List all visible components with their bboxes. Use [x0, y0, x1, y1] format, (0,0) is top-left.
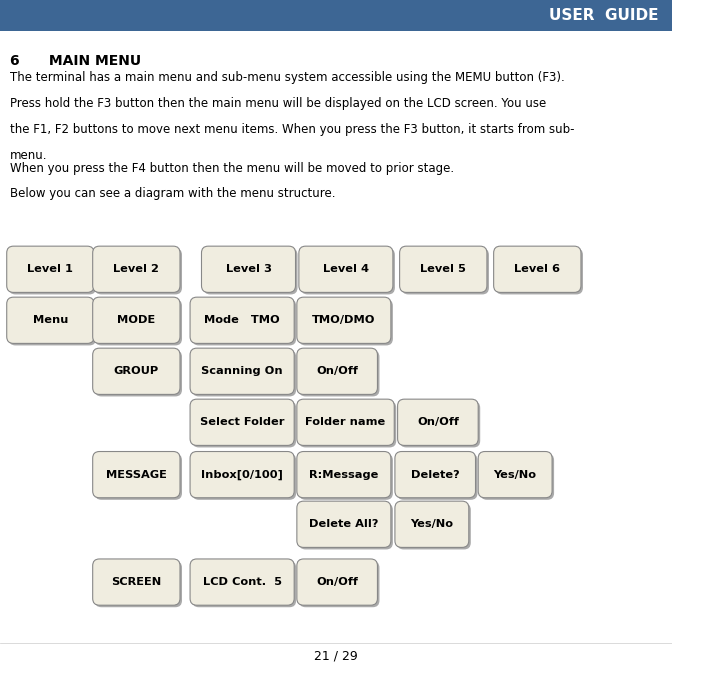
Text: 21 / 29: 21 / 29 [314, 649, 358, 663]
Text: the F1, F2 buttons to move next menu items. When you press the F3 button, it sta: the F1, F2 buttons to move next menu ite… [10, 123, 575, 136]
Text: SCREEN: SCREEN [111, 577, 161, 587]
FancyBboxPatch shape [93, 559, 180, 605]
FancyBboxPatch shape [192, 401, 297, 447]
Text: On/Off: On/Off [417, 418, 459, 427]
FancyBboxPatch shape [297, 348, 377, 394]
Text: Mode   TMO: Mode TMO [204, 316, 280, 325]
FancyBboxPatch shape [190, 297, 294, 343]
FancyBboxPatch shape [190, 399, 294, 445]
FancyBboxPatch shape [8, 248, 96, 294]
FancyBboxPatch shape [192, 350, 297, 396]
Text: Delete?: Delete? [411, 470, 460, 479]
Text: Press hold the F3 button then the main menu will be displayed on the LCD screen.: Press hold the F3 button then the main m… [10, 97, 546, 110]
FancyBboxPatch shape [93, 348, 180, 394]
FancyBboxPatch shape [297, 452, 391, 498]
FancyBboxPatch shape [297, 559, 377, 605]
Text: Inbox[0/100]: Inbox[0/100] [201, 469, 283, 480]
Text: Level 6: Level 6 [515, 265, 560, 274]
Text: The terminal has a main menu and sub-menu system accessible using the MEMU butto: The terminal has a main menu and sub-men… [10, 71, 565, 84]
FancyBboxPatch shape [192, 561, 297, 607]
FancyBboxPatch shape [299, 454, 393, 500]
Text: USER  GUIDE: USER GUIDE [549, 7, 658, 23]
Text: Yes/No: Yes/No [410, 520, 454, 529]
FancyBboxPatch shape [395, 501, 469, 547]
Text: Delete All?: Delete All? [309, 520, 379, 529]
FancyBboxPatch shape [7, 246, 94, 292]
Text: R:Message: R:Message [309, 470, 379, 479]
FancyBboxPatch shape [297, 501, 391, 547]
FancyBboxPatch shape [0, 0, 672, 31]
FancyBboxPatch shape [301, 248, 395, 294]
FancyBboxPatch shape [480, 454, 554, 500]
FancyBboxPatch shape [93, 452, 180, 498]
Text: Below you can see a diagram with the menu structure.: Below you can see a diagram with the men… [10, 187, 336, 200]
Text: GROUP: GROUP [114, 367, 159, 376]
Text: 6      MAIN MENU: 6 MAIN MENU [10, 54, 141, 69]
FancyBboxPatch shape [95, 454, 182, 500]
Text: On/Off: On/Off [316, 577, 358, 587]
FancyBboxPatch shape [297, 399, 394, 445]
Text: Yes/No: Yes/No [494, 470, 537, 479]
Text: LCD Cont.  5: LCD Cont. 5 [203, 577, 282, 587]
FancyBboxPatch shape [299, 350, 379, 396]
FancyBboxPatch shape [494, 246, 581, 292]
FancyBboxPatch shape [400, 401, 480, 447]
FancyBboxPatch shape [95, 350, 182, 396]
FancyBboxPatch shape [299, 246, 393, 292]
Text: MODE: MODE [117, 316, 156, 325]
FancyBboxPatch shape [299, 561, 379, 607]
Text: Level 2: Level 2 [114, 265, 159, 274]
FancyBboxPatch shape [299, 503, 393, 549]
Text: TMO/DMO: TMO/DMO [312, 316, 376, 325]
FancyBboxPatch shape [397, 399, 478, 445]
Text: On/Off: On/Off [316, 367, 358, 376]
FancyBboxPatch shape [192, 299, 297, 345]
Text: When you press the F4 button then the menu will be moved to prior stage.: When you press the F4 button then the me… [10, 162, 454, 175]
Text: Level 5: Level 5 [421, 265, 466, 274]
Text: Level 3: Level 3 [226, 265, 271, 274]
FancyBboxPatch shape [7, 297, 94, 343]
Text: Level 4: Level 4 [323, 265, 369, 274]
FancyBboxPatch shape [192, 454, 297, 500]
FancyBboxPatch shape [203, 248, 297, 294]
FancyBboxPatch shape [95, 248, 182, 294]
FancyBboxPatch shape [201, 246, 296, 292]
FancyBboxPatch shape [402, 248, 489, 294]
Text: Folder name: Folder name [306, 418, 386, 427]
FancyBboxPatch shape [299, 401, 396, 447]
FancyBboxPatch shape [400, 246, 487, 292]
Text: Scanning On: Scanning On [201, 367, 283, 376]
FancyBboxPatch shape [297, 297, 391, 343]
FancyBboxPatch shape [8, 299, 96, 345]
FancyBboxPatch shape [190, 559, 294, 605]
FancyBboxPatch shape [93, 297, 180, 343]
FancyBboxPatch shape [397, 503, 471, 549]
FancyBboxPatch shape [95, 299, 182, 345]
Text: Level 1: Level 1 [27, 265, 74, 274]
FancyBboxPatch shape [397, 454, 477, 500]
FancyBboxPatch shape [395, 452, 475, 498]
FancyBboxPatch shape [478, 452, 552, 498]
FancyBboxPatch shape [299, 299, 393, 345]
FancyBboxPatch shape [190, 348, 294, 394]
FancyBboxPatch shape [95, 561, 182, 607]
Text: Menu: Menu [33, 316, 68, 325]
FancyBboxPatch shape [496, 248, 583, 294]
Text: menu.: menu. [10, 149, 48, 162]
FancyBboxPatch shape [93, 246, 180, 292]
FancyBboxPatch shape [190, 452, 294, 498]
Text: MESSAGE: MESSAGE [106, 470, 167, 479]
Text: Select Folder: Select Folder [200, 418, 285, 427]
